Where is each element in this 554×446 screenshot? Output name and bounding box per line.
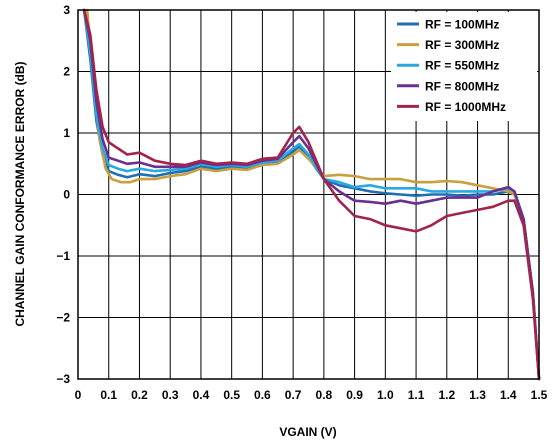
x-tick-label: 0.6 [254,388,271,402]
x-tick-label: 0 [75,388,82,402]
x-tick-label: 1.2 [438,388,455,402]
x-tick-label: 0.5 [223,388,240,402]
y-tick-label: 0 [63,188,70,202]
y-tick-label: −3 [56,372,70,386]
y-tick-labels: 3 2 1 0 −1 −2 −3 [56,3,70,386]
x-tick-label: 0.9 [346,388,363,402]
x-tick-label: 1.1 [408,388,425,402]
series-line-4 [82,8,541,381]
legend-label: RF = 1000MHz [425,100,506,114]
legend-label: RF = 800MHz [425,79,499,93]
legend: RF = 100MHz RF = 300MHz RF = 550MHz RF = 80… [391,12,537,121]
y-tick-label: −2 [56,311,70,325]
x-tick-label: 1.4 [500,388,517,402]
y-tick-label: 3 [63,3,70,17]
plot-frame [77,9,540,380]
y-tick-label: 2 [63,65,70,79]
series-line-1 [82,8,541,381]
series-line-5 [82,8,541,381]
x-tick-label: 1.0 [377,388,394,402]
x-tick-label: 0.8 [316,388,333,402]
legend-label: RF = 300MHz [425,38,499,52]
x-tick-label: 0.4 [193,388,210,402]
y-axis-label: CHANNEL GAIN CONFORMANCE ERROR (dB) [13,61,27,326]
series-line-3 [82,8,541,381]
x-tick-label: 1.5 [531,388,548,402]
x-tick-label: 0.7 [285,388,302,402]
series-line-2 [85,8,541,381]
x-tick-label: 0.1 [100,388,117,402]
y-tick-label: −1 [56,249,70,263]
legend-label: RF = 100MHz [425,18,499,32]
x-tick-label: 0.3 [162,388,179,402]
x-tick-label: 1.3 [469,388,486,402]
series-lines [82,8,541,381]
x-tick-label: 0.2 [131,388,148,402]
x-axis-label: VGAIN (V) [279,425,336,439]
x-tick-labels: 0 0.1 0.2 0.3 0.4 0.5 0.6 0.7 0.8 0.9 1.0 1.1 1.2 1.3… [75,388,548,402]
y-tick-label: 1 [63,126,70,140]
legend-label: RF = 550MHz [425,59,499,73]
